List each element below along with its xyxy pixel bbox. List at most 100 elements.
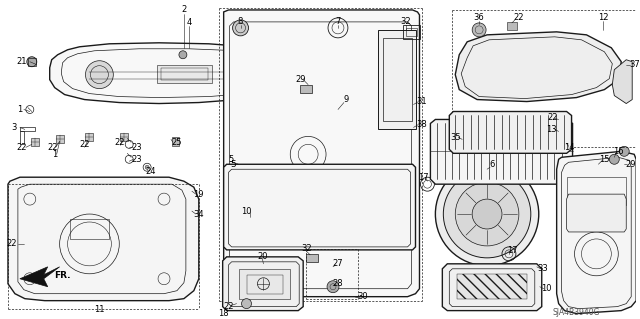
Circle shape <box>455 182 519 246</box>
Text: 10: 10 <box>241 207 252 216</box>
Polygon shape <box>455 32 621 101</box>
Text: 5: 5 <box>228 155 233 164</box>
Text: 36: 36 <box>474 13 484 22</box>
Text: 13: 13 <box>547 125 557 134</box>
Bar <box>70 219 109 239</box>
Circle shape <box>232 20 248 36</box>
Text: 17: 17 <box>418 173 429 182</box>
Polygon shape <box>223 257 303 311</box>
Polygon shape <box>457 274 527 299</box>
Bar <box>566 177 626 205</box>
Polygon shape <box>223 164 415 250</box>
Bar <box>86 133 93 141</box>
Circle shape <box>145 165 149 169</box>
Text: 22: 22 <box>47 143 58 152</box>
Polygon shape <box>566 194 626 232</box>
Text: 22: 22 <box>547 113 558 122</box>
Bar <box>246 217 271 233</box>
Circle shape <box>27 57 36 67</box>
Polygon shape <box>557 151 636 314</box>
Text: 33: 33 <box>538 264 548 273</box>
Circle shape <box>444 170 531 258</box>
Text: 23: 23 <box>132 143 143 152</box>
Text: 9: 9 <box>343 95 349 104</box>
Bar <box>56 135 63 143</box>
Text: 29: 29 <box>625 160 636 169</box>
Text: 27: 27 <box>333 259 343 268</box>
Text: 7: 7 <box>335 18 340 26</box>
Circle shape <box>232 63 255 87</box>
Circle shape <box>472 23 486 37</box>
Circle shape <box>327 281 339 293</box>
Text: 16: 16 <box>613 147 623 156</box>
Circle shape <box>179 51 187 59</box>
Text: 32: 32 <box>301 244 312 253</box>
Polygon shape <box>378 30 415 130</box>
Text: 29: 29 <box>295 75 305 84</box>
Polygon shape <box>449 112 572 153</box>
Text: 6: 6 <box>490 160 495 169</box>
Bar <box>120 133 128 141</box>
Bar <box>306 254 318 262</box>
Polygon shape <box>239 269 291 299</box>
Polygon shape <box>612 60 632 104</box>
Text: 31: 31 <box>416 97 427 106</box>
Text: 38: 38 <box>416 120 427 129</box>
Bar <box>406 28 417 36</box>
Text: 19: 19 <box>193 189 204 199</box>
Bar <box>172 137 179 146</box>
Text: 8: 8 <box>238 18 243 26</box>
Text: 24: 24 <box>146 167 156 176</box>
Polygon shape <box>20 267 60 287</box>
Text: 25: 25 <box>172 138 182 147</box>
Polygon shape <box>223 20 246 287</box>
Text: 28: 28 <box>333 279 343 288</box>
Text: 4: 4 <box>186 19 191 27</box>
Text: 23: 23 <box>132 155 143 164</box>
Ellipse shape <box>324 264 342 273</box>
Polygon shape <box>50 43 298 104</box>
Bar <box>403 25 420 39</box>
Bar <box>161 68 208 80</box>
Polygon shape <box>431 120 573 184</box>
Text: 1: 1 <box>17 105 22 114</box>
Text: 11: 11 <box>94 305 105 314</box>
Bar <box>507 22 517 30</box>
Text: 22: 22 <box>17 143 27 152</box>
Circle shape <box>86 61 113 89</box>
Circle shape <box>472 199 502 229</box>
Text: 22: 22 <box>114 138 125 147</box>
Text: 15: 15 <box>599 155 610 164</box>
Text: 5: 5 <box>230 160 236 169</box>
Text: 22: 22 <box>223 302 234 311</box>
Text: 14: 14 <box>564 143 575 152</box>
Text: 22: 22 <box>6 239 17 249</box>
Text: FR.: FR. <box>54 271 70 280</box>
Polygon shape <box>68 51 268 97</box>
Text: 2: 2 <box>181 5 186 14</box>
Circle shape <box>241 299 252 308</box>
Bar <box>28 58 36 66</box>
Text: SJA4B3940G: SJA4B3940G <box>553 308 600 317</box>
Text: 34: 34 <box>193 210 204 219</box>
Text: 35: 35 <box>450 133 461 142</box>
Polygon shape <box>442 264 541 311</box>
Text: 22: 22 <box>514 13 524 22</box>
Text: 37: 37 <box>629 60 639 69</box>
Text: 3: 3 <box>12 123 17 132</box>
Polygon shape <box>396 20 419 287</box>
Polygon shape <box>223 10 419 297</box>
Text: 20: 20 <box>257 252 268 261</box>
Text: 10: 10 <box>541 284 552 293</box>
Text: 21: 21 <box>17 57 27 66</box>
Bar <box>250 220 268 230</box>
Bar <box>31 138 39 146</box>
Bar <box>300 85 312 93</box>
Bar <box>157 65 212 83</box>
Text: 1: 1 <box>52 150 58 159</box>
Text: 18: 18 <box>218 309 229 318</box>
Circle shape <box>620 146 629 156</box>
Text: 22: 22 <box>79 140 90 149</box>
Text: 32: 32 <box>400 18 411 26</box>
Circle shape <box>435 162 539 266</box>
